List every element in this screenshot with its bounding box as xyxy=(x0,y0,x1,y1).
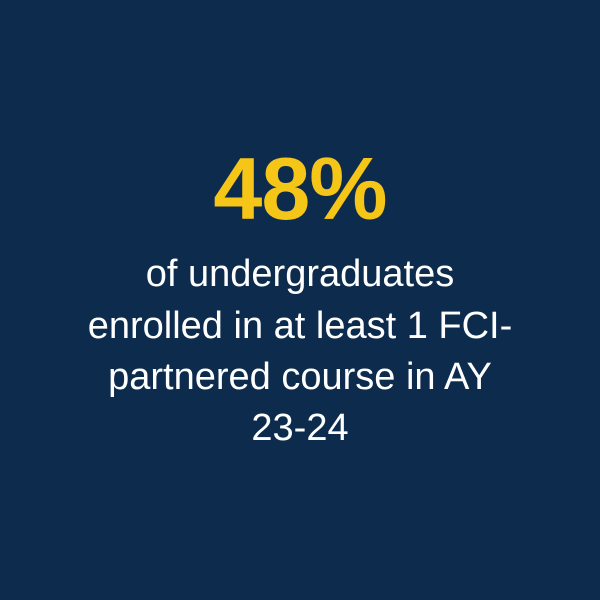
stat-percentage: 48% xyxy=(213,145,386,233)
stat-description: of undergraduates enrolled in at least 1… xyxy=(80,249,520,454)
